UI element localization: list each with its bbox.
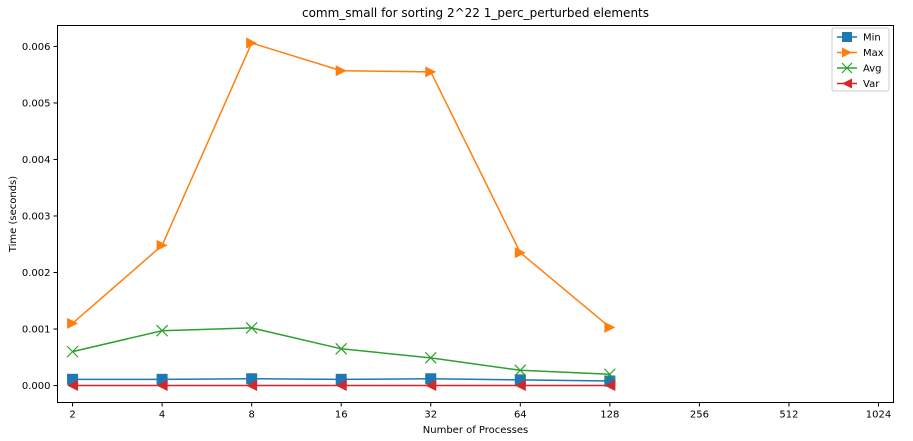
series-min [67,373,616,387]
legend-label: Var [863,79,880,90]
data-point [67,317,79,329]
legend-item-min: Min [837,32,881,44]
data-point [67,380,79,392]
y-tick-label: 0.000 [22,381,51,392]
x-tick-label: 2 [69,410,75,421]
legend: Min Max Avg Var [831,27,890,92]
data-point [67,373,79,385]
x-tick-label: 1024 [866,410,891,421]
legend-label: Max [863,48,884,59]
legend-item-avg: Avg [837,62,882,75]
data-point [514,364,527,377]
data-point [156,324,169,337]
data-point [425,66,437,78]
data-point [246,380,258,392]
y-tick-label: 0.003 [22,211,51,222]
data-point [335,380,347,392]
data-point [603,368,616,381]
data-point [842,78,852,89]
legend-label: Avg [863,64,882,75]
legend-item-max: Max [837,47,884,59]
data-point [246,37,258,49]
y-tick-label: 0.005 [22,98,51,109]
x-tick-label: 512 [779,410,798,421]
x-axis-title: Number of Processes [423,425,528,436]
data-point [514,247,526,259]
data-point [841,62,853,74]
x-tick-label: 16 [335,410,348,421]
data-point [156,380,168,392]
data-point [335,342,348,355]
y-tick-label: 0.002 [22,268,51,279]
x-axis: 2 4 8 16 32 64 128 256 512 1024 [69,402,891,421]
y-axis: 0.000 0.001 0.002 0.003 0.004 0.005 0.006 [22,42,58,392]
data-point [842,47,852,58]
y-tick-label: 0.004 [22,155,51,166]
x-tick-label: 128 [600,410,619,421]
series-max [67,37,616,333]
data-point [335,65,347,77]
data-point [842,32,852,42]
legend-label: Min [863,33,881,44]
series-line [72,327,610,375]
data-point [514,380,526,392]
y-tick-label: 0.006 [22,42,51,53]
x-tick-label: 4 [159,410,165,421]
data-point [514,374,526,386]
data-point [425,380,437,392]
data-point [604,375,616,387]
legend-item-var: Var [837,78,880,90]
data-point [245,321,258,334]
data-point [604,380,616,392]
data-point [246,373,258,385]
x-tick-label: 8 [248,410,254,421]
x-tick-label: 64 [514,410,527,421]
plot-frame [57,25,894,403]
series-avg [66,321,616,381]
series-line [72,42,611,328]
data-point [156,239,168,251]
data-point [424,351,437,364]
data-point [156,373,168,385]
series-var [67,380,616,392]
data-point [425,373,437,385]
chart-title: comm_small for sorting 2^22 1_perc_pertu… [302,6,649,20]
plot-area [66,37,616,392]
legend-box [831,27,890,92]
x-tick-label: 32 [424,410,437,421]
y-tick-label: 0.001 [22,325,51,336]
y-axis-title: Time (seconds) [8,176,19,253]
x-tick-label: 256 [690,410,709,421]
data-point [604,321,616,333]
data-point [66,345,79,358]
data-point [335,373,347,385]
